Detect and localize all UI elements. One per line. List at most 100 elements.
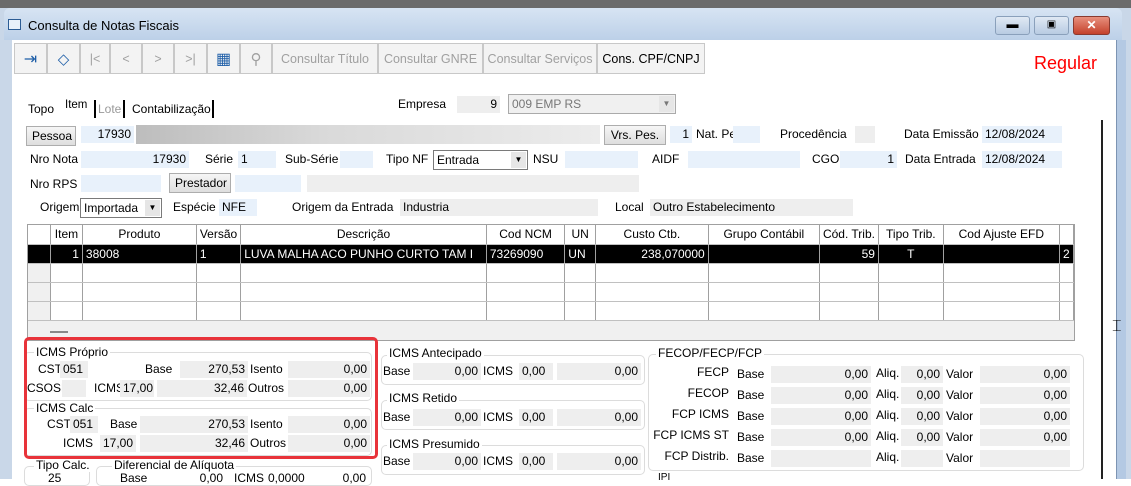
column-header[interactable]: Item <box>50 225 83 245</box>
column-header[interactable]: Cód. Trib. <box>819 225 879 245</box>
table-row-empty[interactable] <box>28 301 1074 321</box>
icms-proprio-base[interactable]: 270,53 <box>180 361 248 378</box>
nat-pes-field[interactable] <box>733 126 760 143</box>
icms-antecipado-icms[interactable]: 0,00 <box>519 363 553 380</box>
icms-calc-cst[interactable]: 051 <box>70 416 98 433</box>
icms-antecipado-base[interactable]: 0,00 <box>413 363 481 380</box>
cell-produto[interactable]: 38008 <box>82 244 197 264</box>
nro-nota-field[interactable]: 17930 <box>81 151 189 168</box>
column-header[interactable]: Versão <box>196 225 242 245</box>
icms-calc-icms[interactable]: 32,46 <box>140 435 248 452</box>
fecop-valor[interactable]: 0,00 <box>980 387 1070 404</box>
fecop-aliq[interactable]: 0,00 <box>901 429 943 446</box>
cell-item[interactable]: 1 <box>50 244 83 264</box>
icms-presumido-icms[interactable]: 0,00 <box>519 453 553 470</box>
tipo-nf-select[interactable]: Entrada ▼ <box>433 150 528 170</box>
tab-topo[interactable]: Topo <box>28 102 55 116</box>
diferencial-base[interactable]: 0,00 <box>199 471 223 485</box>
pessoa-button[interactable]: Pessoa <box>26 126 76 146</box>
local-field[interactable]: Outro Estabelecimento <box>650 199 853 216</box>
serie-field[interactable]: 1 <box>238 151 276 168</box>
origem-entrada-field[interactable]: Industria <box>400 199 598 216</box>
column-header[interactable]: UN <box>564 225 597 245</box>
first-icon[interactable]: |< <box>80 43 110 74</box>
icms-calc-isento[interactable]: 0,00 <box>288 416 370 433</box>
fecop-aliq[interactable]: 0,00 <box>901 366 943 383</box>
column-header[interactable]: Produto <box>82 225 197 245</box>
cell-un[interactable]: UN <box>564 244 597 264</box>
cell-extra[interactable]: 2 <box>1059 244 1074 264</box>
consultar-gnre-button[interactable]: Consultar GNRE <box>378 43 483 74</box>
diferencial-valor[interactable]: 0,00 <box>342 471 366 485</box>
cell-tipo-trib[interactable]: T <box>878 244 944 264</box>
empresa-select[interactable]: 009 EMP RS ▼ <box>508 94 676 114</box>
cgo-field[interactable]: 1 <box>840 151 897 168</box>
icms-calc-aliq[interactable]: 17,00 <box>100 435 136 452</box>
icms-retido-base[interactable]: 0,00 <box>413 409 481 426</box>
icms-calc-outros[interactable]: 0,00 <box>288 435 370 452</box>
diferencial-icms[interactable]: 0,0000 <box>268 471 305 485</box>
icms-calc-base[interactable]: 270,53 <box>140 416 248 433</box>
vrs-value[interactable]: 1 <box>670 126 692 143</box>
column-header[interactable]: Tipo Trib. <box>878 225 944 245</box>
pessoa-code[interactable]: 17930 <box>81 126 134 143</box>
fecop-base[interactable]: 0,00 <box>771 387 871 404</box>
fecop-base[interactable] <box>771 450 871 467</box>
last-icon[interactable]: >| <box>174 43 207 74</box>
search-icon[interactable]: ⚲ <box>240 43 272 74</box>
icms-proprio-aliq[interactable]: 17,00 <box>120 380 154 397</box>
cell-cod-ajuste[interactable] <box>943 244 1060 264</box>
column-header[interactable]: Descrição <box>240 225 487 245</box>
prev-icon[interactable]: < <box>110 43 142 74</box>
fecop-aliq[interactable] <box>901 450 943 467</box>
fecop-valor[interactable]: 0,00 <box>980 366 1070 383</box>
subserie-field[interactable] <box>340 151 373 168</box>
prestador-name[interactable] <box>307 175 639 192</box>
column-header[interactable]: Custo Ctb. <box>595 225 709 245</box>
cons-cpf-cnpj-button[interactable]: Cons. CPF/CNPJ <box>597 43 705 74</box>
icms-proprio-csosn[interactable] <box>62 380 86 397</box>
exit-icon[interactable]: ⇥ <box>14 43 47 74</box>
fecop-base[interactable]: 0,00 <box>771 408 871 425</box>
tab-lote[interactable]: Lote <box>94 100 126 118</box>
fecop-aliq[interactable]: 0,00 <box>901 387 943 404</box>
splitter-handle[interactable] <box>50 331 68 333</box>
icms-proprio-isento[interactable]: 0,00 <box>288 361 370 378</box>
icms-antecipado-valor[interactable]: 0,00 <box>557 363 641 380</box>
fecop-valor[interactable] <box>980 450 1070 467</box>
maximize-button[interactable]: ▣ <box>1034 16 1069 35</box>
prestador-button[interactable]: Prestador <box>169 173 231 193</box>
next-icon[interactable]: > <box>142 43 174 74</box>
tab-item[interactable]: Item <box>65 99 88 111</box>
empresa-code[interactable]: 9 <box>457 96 500 113</box>
aidf-field[interactable] <box>688 151 800 168</box>
fecop-base[interactable]: 0,00 <box>771 429 871 446</box>
nsu-field[interactable] <box>565 151 638 168</box>
icms-proprio-icms[interactable]: 32,46 <box>157 380 247 397</box>
eraser-icon[interactable]: ◇ <box>47 43 80 74</box>
items-grid[interactable]: Item Produto Versão Descrição Cod NCM UN Custo… <box>27 224 1075 341</box>
column-header[interactable] <box>1059 225 1074 245</box>
fecop-base[interactable]: 0,00 <box>771 366 871 383</box>
icms-retido-icms[interactable]: 0,00 <box>519 409 553 426</box>
icms-retido-valor[interactable]: 0,00 <box>557 409 641 426</box>
cell-descricao[interactable]: LUVA MALHA ACO PUNHO CURTO TAM I <box>240 244 487 264</box>
cell-versao[interactable]: 1 <box>196 244 242 264</box>
tipo-calc-value[interactable]: 25 <box>48 471 62 485</box>
icms-presumido-base[interactable]: 0,00 <box>413 453 481 470</box>
grid-icon[interactable]: ▦ <box>207 43 240 74</box>
table-row-empty[interactable] <box>28 282 1074 302</box>
procedencia-field[interactable] <box>855 126 875 143</box>
close-button[interactable]: ✕ <box>1073 16 1110 35</box>
cell-cod-ncm[interactable]: 73269090 <box>486 244 566 264</box>
minimize-button[interactable]: ▬ <box>995 16 1030 35</box>
cell-grupo[interactable] <box>708 244 820 264</box>
icms-presumido-valor[interactable]: 0,00 <box>557 453 641 470</box>
column-header[interactable]: Cod NCM <box>486 225 566 245</box>
data-emissao-field[interactable]: 12/08/2024 <box>982 126 1062 143</box>
fecop-aliq[interactable]: 0,00 <box>901 408 943 425</box>
origem-select[interactable]: Importada ▼ <box>80 198 162 218</box>
table-row-empty[interactable] <box>28 263 1074 283</box>
vrs-pes-button[interactable]: Vrs. Pes. <box>604 125 666 145</box>
